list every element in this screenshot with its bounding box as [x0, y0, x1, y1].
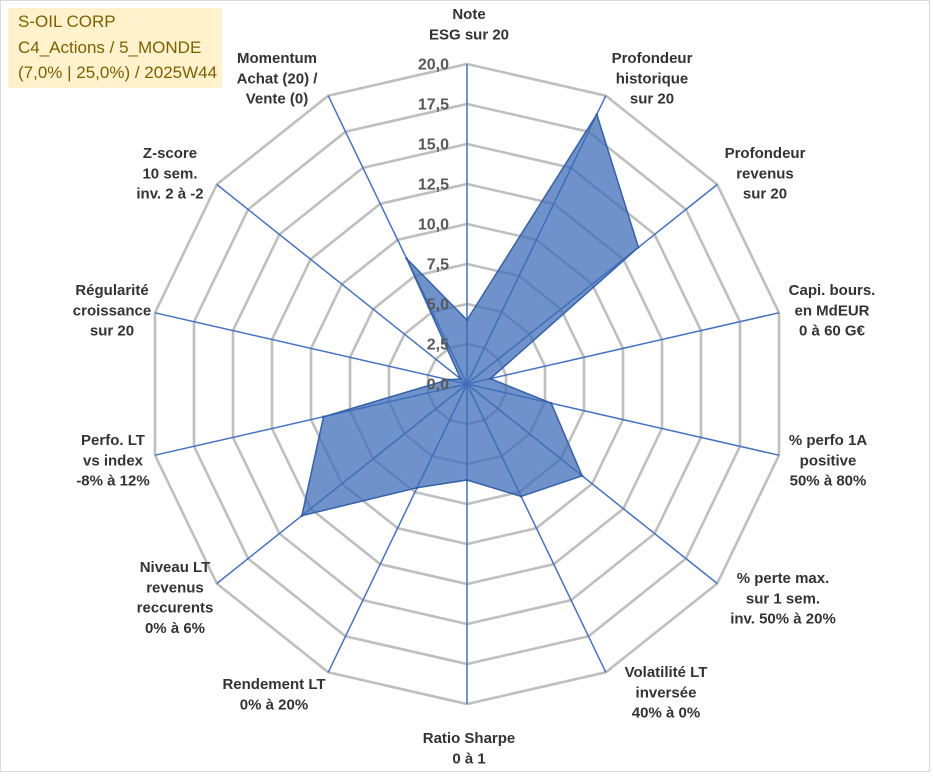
axis-label-profondeur-historique: Profondeur historique sur 20 — [612, 50, 693, 108]
axis-label-rendement-lt-line-2: 0% à 20% — [240, 696, 308, 713]
axis-label-niveau-lt-revenus-line-3: reccurents — [137, 600, 214, 617]
axis-label-z-score-line-2: 10 sem. — [142, 165, 197, 182]
axis-label-momentum-line-1: Momentum — [237, 50, 317, 67]
axis-label-perte-max-1-sem: % perte max. sur 1 sem. inv. 50% à 20% — [730, 570, 836, 628]
tick-label-5: 12,5 — [418, 177, 449, 194]
data-point-volatilite-lt — [519, 495, 523, 498]
data-point-profondeur-historique — [595, 113, 599, 116]
axis-label-momentum-line-3: Vente (0) — [246, 91, 309, 108]
axis-label-rendement-lt: Rendement LT 0% à 20% — [222, 676, 325, 713]
tick-label-2: 5,0 — [427, 297, 449, 314]
axis-label-regularite-croissance-line-1: Régularité — [75, 282, 148, 299]
axis-label-ratio-sharpe: Ratio Sharpe 0 à 1 — [423, 730, 516, 767]
tick-label-0: 0,0 — [427, 377, 449, 394]
axis-label-perfo-1a-positive-line-2: positive — [800, 452, 857, 469]
axis-label-regularite-croissance-line-3: sur 20 — [90, 323, 134, 340]
data-point-z-score — [459, 377, 463, 381]
axis-label-profondeur-revenus-line-3: sur 20 — [743, 186, 787, 203]
axis-label-note-esg-line-1: Note — [452, 6, 485, 23]
axis-label-momentum-line-2: Achat (20) / — [237, 70, 319, 87]
data-point-ratio-sharpe — [465, 478, 469, 482]
axis-label-volatilite-lt-line-1: Volatilité LT — [625, 664, 708, 681]
axis-label-perte-max-1-sem-line-2: sur 1 sem. — [746, 590, 820, 607]
axis-label-perte-max-1-sem-line-3: inv. 50% à 20% — [730, 611, 836, 628]
axis-label-z-score: Z-score 10 sem. inv. 2 à -2 — [136, 145, 203, 203]
axis-label-volatilite-lt-line-2: inversée — [636, 684, 697, 701]
data-point-momentum — [405, 257, 408, 260]
tick-label-8: 20,0 — [418, 57, 449, 74]
axis-label-perfo-lt-vs-index-line-2: vs index — [83, 452, 144, 469]
axis-label-profondeur-historique-line-2: historique — [616, 70, 689, 87]
axis-label-profondeur-historique-line-3: sur 20 — [630, 91, 674, 108]
data-point-niveau-lt-revenus — [300, 514, 304, 517]
data-point-profondeur-revenus — [637, 246, 640, 249]
axis-label-capi-bours-line-3: 0 à 60 G€ — [799, 323, 866, 340]
axis-label-profondeur-historique-line-1: Profondeur — [612, 50, 693, 67]
axis-label-volatilite-lt-line-3: 40% à 0% — [632, 705, 700, 722]
chart-subtitle-line-2: (7,0% | 25,0%) / 2025W44 — [18, 63, 218, 82]
axis-label-profondeur-revenus: Profondeur revenus sur 20 — [725, 145, 806, 203]
axis-label-perte-max-1-sem-line-1: % perte max. — [737, 570, 830, 587]
axis-label-capi-bours-line-1: Capi. bours. — [789, 282, 876, 299]
axis-label-perfo-lt-vs-index-line-3: -8% à 12% — [76, 473, 149, 490]
tick-label-3: 7,5 — [427, 257, 449, 274]
axis-line-capi-bours — [466, 312, 780, 385]
axis-line-regularite-croissance — [154, 312, 468, 385]
data-point-regularite-croissance — [447, 378, 450, 382]
data-point-capi-bours — [489, 377, 492, 381]
axis-label-note-esg-line-2: ESG sur 20 — [429, 26, 509, 43]
data-point-perte-max-1-sem — [580, 474, 584, 478]
chart-title: S-OIL CORP — [18, 12, 116, 31]
axis-label-z-score-line-3: inv. 2 à -2 — [136, 186, 203, 203]
data-series — [300, 113, 640, 517]
axis-label-z-score-line-1: Z-score — [143, 145, 197, 162]
chart-subtitle-line-1: C4_Actions / 5_MONDE — [18, 37, 202, 57]
tick-label-6: 15,0 — [418, 137, 449, 154]
axis-label-perfo-1a-positive-line-1: % perfo 1A — [789, 432, 868, 449]
axis-label-perfo-1a-positive-line-3: 50% à 80% — [790, 473, 867, 490]
axis-labels: Note ESG sur 20 Profondeur historique sur 20… — [73, 6, 876, 767]
tick-label-4: 10,0 — [418, 217, 449, 234]
axis-label-ratio-sharpe-line-1: Ratio Sharpe — [423, 730, 516, 747]
axis-label-profondeur-revenus-line-1: Profondeur — [725, 145, 806, 162]
chart-title-box: S-OIL CORP C4_Actions / 5_MONDE (7,0% | … — [8, 8, 222, 88]
radial-tick-labels: 0,0 2,5 5,0 7,5 10,0 12,5 15,0 17,5 20,0 — [418, 57, 449, 394]
axis-label-ratio-sharpe-line-2: 0 à 1 — [452, 750, 485, 767]
data-point-perfo-1a-positive — [549, 401, 553, 405]
axis-label-note-esg: Note ESG sur 20 — [429, 6, 509, 43]
axis-label-regularite-croissance: Régularité croissance sur 20 — [73, 282, 151, 340]
axis-label-niveau-lt-revenus: Niveau LT revenus reccurents 0% à 6% — [137, 559, 214, 637]
axis-line-z-score — [216, 183, 468, 385]
axis-label-capi-bours-line-2: en MdEUR — [795, 302, 870, 319]
axis-label-niveau-lt-revenus-line-1: Niveau LT — [140, 559, 211, 576]
axis-label-volatilite-lt: Volatilité LT inversée 40% à 0% — [625, 664, 708, 722]
axis-label-profondeur-revenus-line-2: revenus — [736, 165, 794, 182]
axis-label-rendement-lt-line-1: Rendement LT — [222, 676, 325, 693]
data-point-rendement-lt — [415, 486, 419, 490]
axis-label-regularite-croissance-line-2: croissance — [73, 302, 151, 319]
axis-label-perfo-lt-vs-index: Perfo. LT vs index -8% à 12% — [76, 432, 149, 490]
tick-label-7: 17,5 — [418, 97, 449, 114]
tick-label-1: 2,5 — [427, 337, 449, 354]
axis-label-perfo-lt-vs-index-line-1: Perfo. LT — [81, 432, 145, 449]
axis-label-niveau-lt-revenus-line-2: revenus — [146, 579, 204, 596]
axis-label-momentum: Momentum Achat (20) / Vente (0) — [237, 50, 319, 108]
axis-label-niveau-lt-revenus-line-4: 0% à 6% — [145, 620, 205, 637]
data-point-perfo-lt-vs-index — [322, 415, 325, 419]
axis-label-capi-bours: Capi. bours. en MdEUR 0 à 60 G€ — [789, 282, 876, 340]
axis-label-perfo-1a-positive: % perfo 1A positive 50% à 80% — [789, 432, 868, 490]
data-point-note-esg — [465, 318, 469, 322]
